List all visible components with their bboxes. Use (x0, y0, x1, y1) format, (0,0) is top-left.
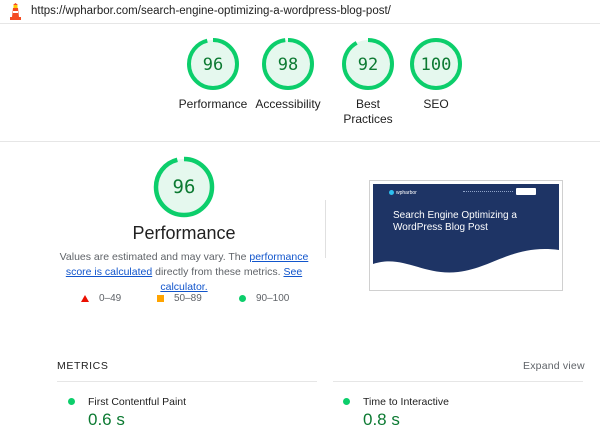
gauge-ring (187, 38, 239, 90)
category-gauges: 96 Performance 98 Accessibility 92 Best … (0, 24, 600, 142)
metric-value: 0.6 s (88, 410, 125, 429)
metric-label: First Contentful Paint (88, 396, 187, 408)
orange-square-icon (157, 295, 164, 302)
performance-section: 96 Performance Values are estimated and … (0, 143, 600, 343)
see-calculator-link[interactable]: See calculator. (160, 266, 303, 293)
gauge-performance[interactable]: 96 Performance (178, 37, 248, 112)
performance-score: 96 (172, 176, 196, 198)
page-url[interactable]: https://wpharbor.com/search-engine-optim… (31, 5, 391, 17)
performance-score-link[interactable]: performance score is calculated (65, 251, 309, 278)
gauge-ring (410, 38, 462, 90)
red-triangle-icon (81, 295, 89, 302)
green-circle-icon (68, 398, 75, 405)
legend-range: 50–89 (174, 293, 202, 304)
metric-value: 0.8 s (363, 410, 400, 429)
thumbnail-nav (463, 191, 513, 193)
gauge-ring (262, 38, 314, 90)
wave-decoration (373, 249, 559, 287)
legend-pass: 90–100 (239, 293, 289, 304)
gauge-ring (342, 38, 394, 90)
gauge-label: Accessibility (255, 97, 321, 111)
performance-gauge-ring (153, 156, 215, 218)
page-screenshot-thumbnail[interactable]: wpharbor Search Engine Optimizing a Word… (369, 180, 563, 291)
metrics-header: METRICS (57, 360, 109, 372)
thumbnail-logo: wpharbor (396, 190, 417, 196)
legend-average: 50–89 (157, 293, 202, 304)
gauge-label: Best Practices (343, 97, 393, 126)
gauge-seo[interactable]: 100 SEO (401, 37, 471, 112)
legend-range: 0–49 (99, 293, 122, 304)
performance-description: Values are estimated and may vary. The p… (48, 250, 320, 295)
url-bar: https://wpharbor.com/search-engine-optim… (0, 0, 600, 24)
gauge-best-practices[interactable]: 92 Best Practices (333, 37, 403, 127)
gauge-score: 96 (202, 55, 224, 75)
divider (57, 381, 317, 382)
gauge-accessibility[interactable]: 98 Accessibility (253, 37, 323, 112)
gauge-label: Performance (178, 97, 248, 111)
gauge-score: 98 (277, 55, 299, 75)
desc-text: directly from these metrics. (152, 266, 284, 278)
legend-range: 90–100 (256, 293, 290, 304)
metric-label: Time to Interactive (363, 396, 449, 408)
section-divider (325, 200, 326, 258)
gauge-score: 100 (420, 55, 452, 75)
thumbnail-button (516, 188, 536, 195)
legend-fail: 0–49 (81, 293, 121, 304)
gauge-label: SEO (423, 97, 449, 111)
expand-view-toggle[interactable]: Expand view (523, 360, 585, 372)
lighthouse-icon (10, 3, 21, 20)
wpharbor-logo-icon (389, 190, 394, 195)
divider (333, 381, 583, 382)
green-circle-icon (343, 398, 350, 405)
performance-title: Performance (132, 223, 236, 243)
green-circle-icon (239, 295, 246, 302)
thumbnail-title: Search Engine Optimizing a WordPress Blo… (393, 210, 517, 233)
thumbnail-hero: wpharbor Search Engine Optimizing a Word… (373, 184, 559, 287)
desc-text: Values are estimated and may vary. The (59, 251, 250, 263)
gauge-score: 92 (357, 55, 379, 75)
